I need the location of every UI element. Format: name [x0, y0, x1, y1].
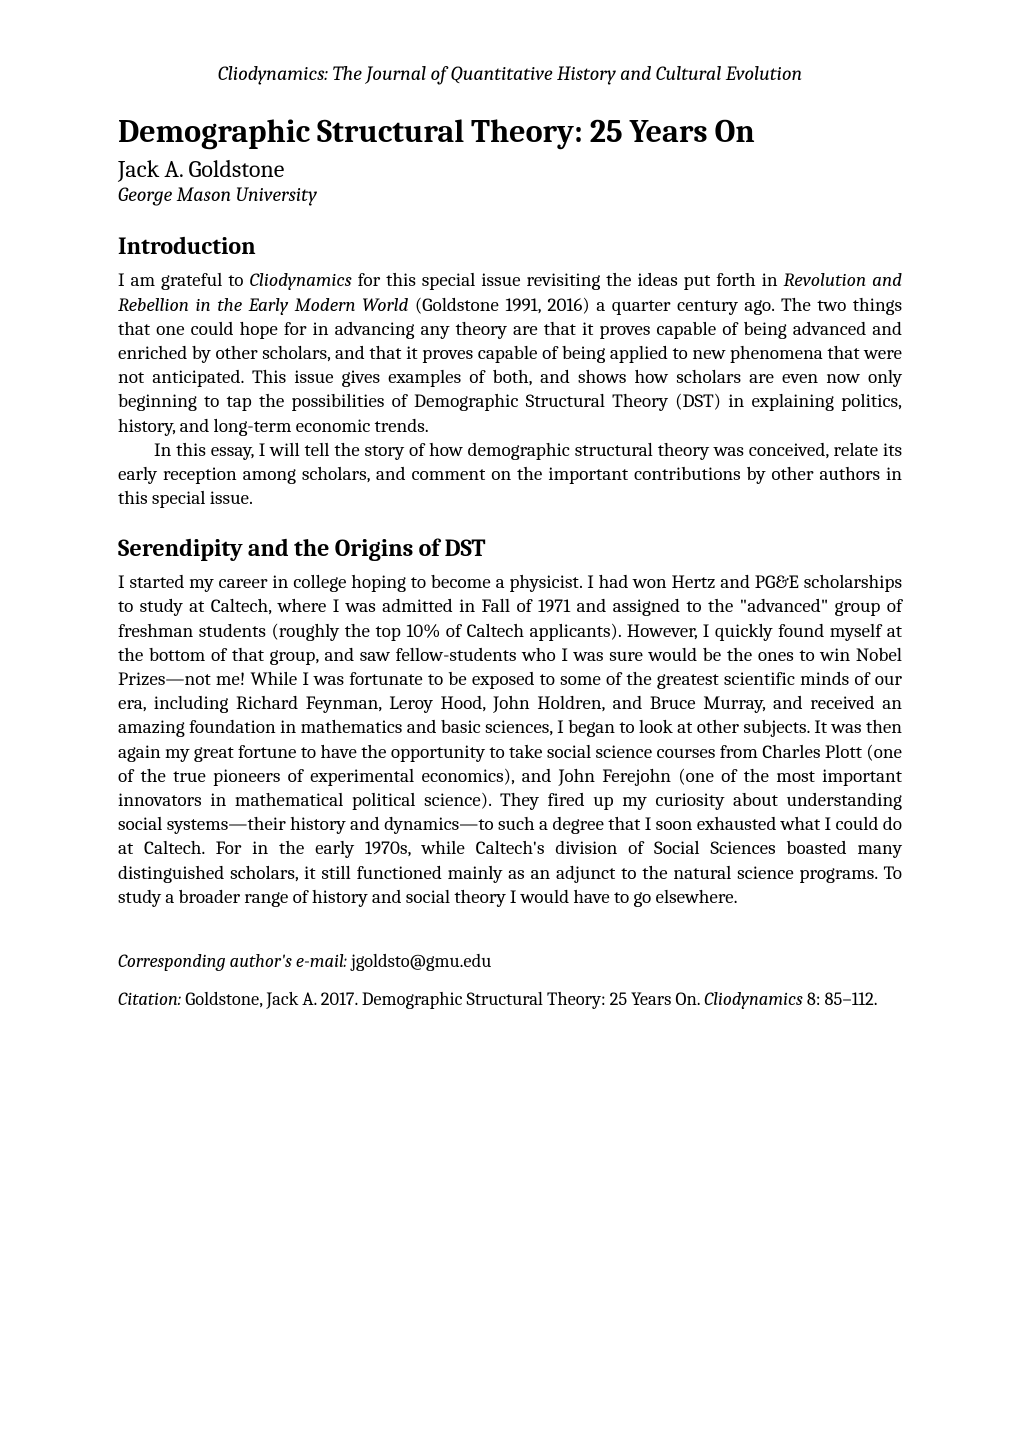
journal-header: Cliodynamics: The Journal of Quantitativ… [118, 62, 902, 85]
intro-p1-journal-name: Cliodynamics [249, 269, 351, 291]
citation-journal: Cliodynamics [704, 988, 803, 1010]
intro-paragraph-2: In this essay, I will tell the story of … [118, 438, 902, 511]
citation-text-c: 8: 85–112. [803, 988, 878, 1010]
citation-line: Citation: Goldstone, Jack A. 2017. Demog… [118, 987, 902, 1011]
intro-paragraph-1: I am grateful to Cliodynamics for this s… [118, 268, 902, 437]
citation-label: Citation: [118, 988, 185, 1010]
citation-text-a: Goldstone, Jack A. 2017. Demographic Str… [185, 988, 704, 1010]
section-heading-serendipity: Serendipity and the Origins of DST [118, 534, 902, 562]
author-name: Jack A. Goldstone [118, 155, 902, 183]
intro-p1-text-c: for this special issue revisiting the id… [352, 269, 784, 291]
email-label: Corresponding author's e-mail: [118, 950, 351, 972]
intro-p1-text-a: I am grateful to [118, 269, 249, 291]
serendipity-paragraph-1: I started my career in college hoping to… [118, 570, 902, 909]
article-title: Demographic Structural Theory: 25 Years … [118, 113, 902, 151]
author-affiliation: George Mason University [118, 183, 902, 206]
corresponding-author-line: Corresponding author's e-mail: jgoldsto@… [118, 949, 902, 973]
section-heading-introduction: Introduction [118, 232, 902, 260]
author-email: jgoldsto@gmu.edu [351, 950, 491, 972]
footer-block: Corresponding author's e-mail: jgoldsto@… [118, 949, 902, 1011]
page-container: Cliodynamics: The Journal of Quantitativ… [0, 0, 1020, 1445]
